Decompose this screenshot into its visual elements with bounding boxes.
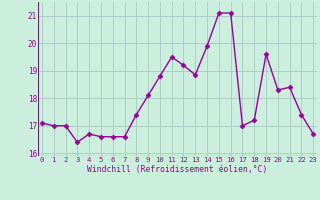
X-axis label: Windchill (Refroidissement éolien,°C): Windchill (Refroidissement éolien,°C) [87,165,268,174]
